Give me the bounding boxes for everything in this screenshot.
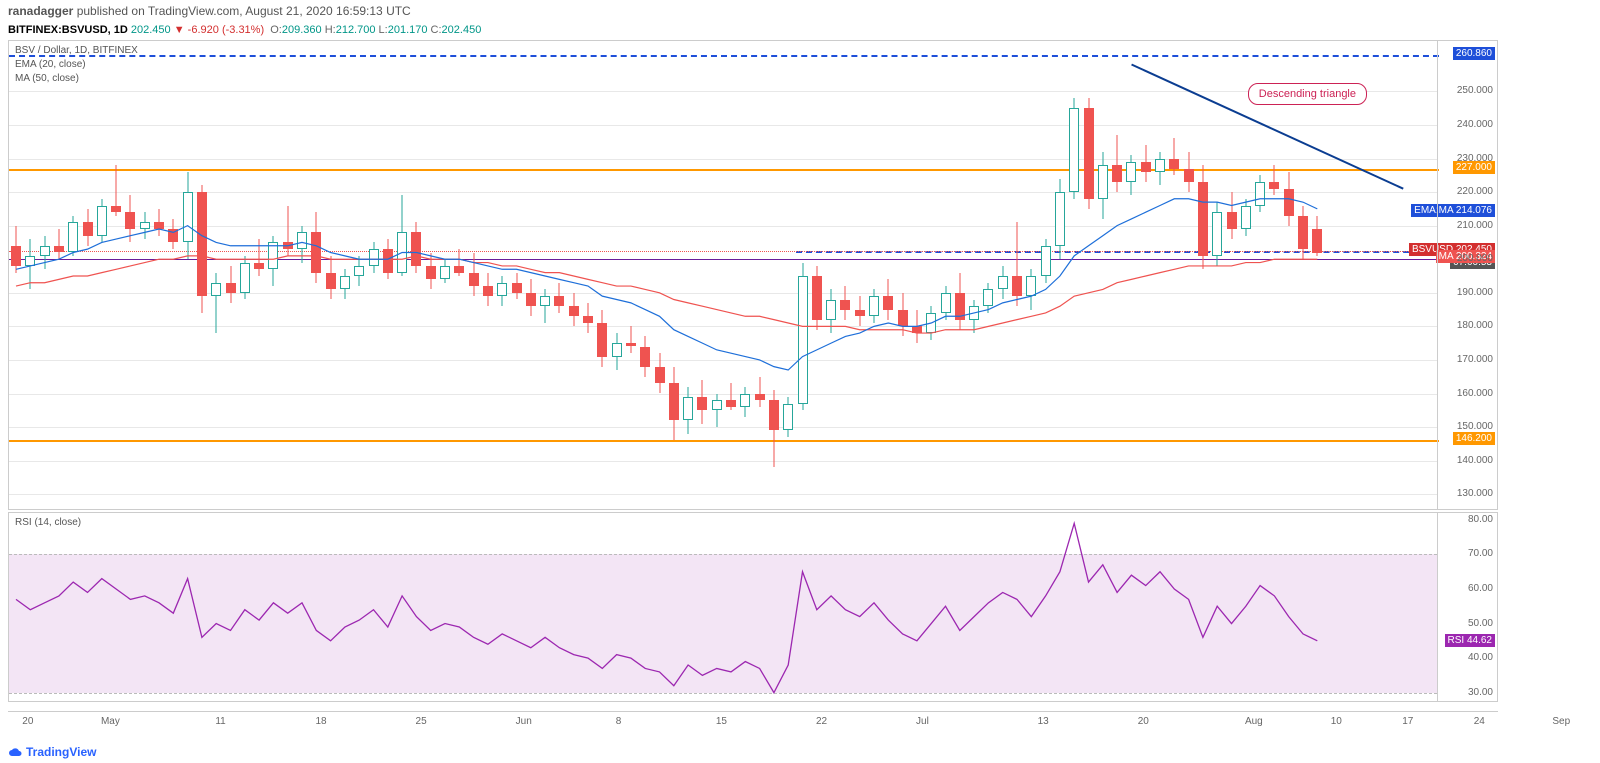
- publish-header: ranadagger published on TradingView.com,…: [0, 0, 1600, 22]
- price-chart[interactable]: BSV / Dollar, 1D, BITFINEX EMA (20, clos…: [8, 40, 1498, 510]
- ticker-line: BITFINEX:BSVUSD, 1D 202.450 ▼ -6.920 (-3…: [0, 22, 1600, 38]
- rsi-chart[interactable]: RSI (14, close) RSI 44.62 30.0040.0050.0…: [8, 512, 1498, 702]
- tradingview-logo[interactable]: TradingView: [8, 745, 96, 759]
- x-axis: 20May111825Jun81522Jul1320Aug101724Sep: [8, 711, 1498, 731]
- cloud-icon: [8, 747, 24, 759]
- callout-triangle: Descending triangle: [1248, 83, 1367, 105]
